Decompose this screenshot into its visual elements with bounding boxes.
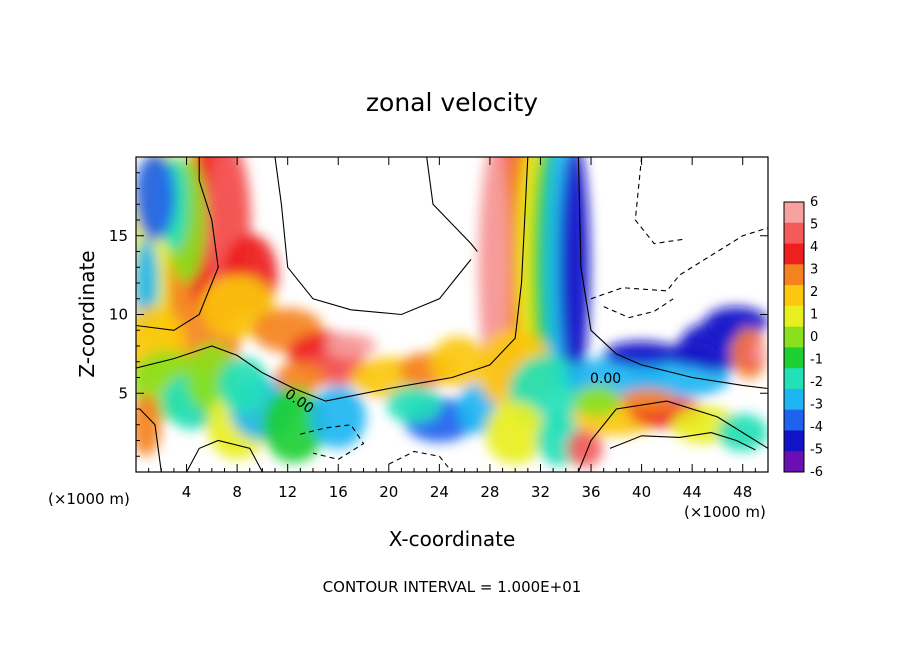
plot-area: [136, 157, 768, 472]
contour-line: [186, 439, 263, 472]
contour-lines: [136, 157, 768, 472]
colorbar-swatch: [784, 285, 804, 307]
y-axis-label: Z-coordinate: [75, 250, 99, 377]
x-tick-label: 12: [278, 483, 297, 501]
colorbar-label: 1: [810, 308, 818, 323]
contour-line: [136, 157, 219, 331]
field-cell: [484, 401, 546, 465]
y-tick-label: 5: [118, 384, 128, 402]
contour-interval-note: CONTOUR INTERVAL = 1.000E+01: [323, 578, 582, 596]
contour-line: [577, 157, 768, 390]
colorbar-swatch: [784, 326, 804, 348]
field-cell: [430, 336, 487, 387]
colorbar-label: -5: [810, 443, 823, 458]
field-cell: [386, 385, 442, 424]
x-tick-label: 24: [430, 483, 449, 501]
x-tick-label: 8: [232, 483, 242, 501]
contour-line: [426, 157, 478, 252]
colorbar-swatch: [784, 388, 804, 411]
colorbar-swatch: [784, 305, 804, 328]
contour-line: [577, 400, 768, 472]
colorbar-label: 5: [810, 218, 818, 233]
contour-line: [388, 450, 453, 472]
field-cell: [325, 333, 377, 359]
colorbar-label: 6: [810, 195, 818, 210]
x-tick-label: 48: [733, 483, 752, 501]
colorbar-swatch: [784, 451, 804, 473]
x-tick-label: 40: [632, 483, 651, 501]
contour-line: [603, 298, 674, 319]
colorbar-label: 4: [810, 240, 818, 255]
x-tick-label: 28: [480, 483, 499, 501]
colorbar-label: -2: [810, 375, 823, 390]
field-cell: [559, 157, 590, 394]
contour-label-zero-right: 0.00: [590, 371, 621, 387]
x-tick-label: 4: [182, 483, 192, 501]
x-tick-label: 44: [683, 483, 702, 501]
x-tick-label: 20: [379, 483, 398, 501]
contour-line: [609, 432, 756, 451]
field-cell: [603, 341, 680, 367]
field-cell: [620, 388, 676, 414]
colorbar-label: -1: [810, 353, 823, 368]
colorbar-label: -6: [810, 465, 823, 480]
field-cell: [218, 357, 269, 414]
y-tick-label: 15: [109, 227, 128, 245]
field-cell: [136, 238, 159, 328]
colorbar-swatch: [784, 243, 804, 265]
colorbar-swatch: [784, 347, 804, 369]
contour-line: [590, 227, 768, 300]
field-cell: [136, 393, 162, 457]
x-axis: 4 8 12 16 20 24 28 32 36 40 44 48: [148, 157, 756, 501]
velocity-field: [136, 157, 768, 468]
contour-line: [136, 157, 529, 402]
x-tick-label: 36: [581, 483, 600, 501]
contour-line: [634, 157, 686, 245]
x-unit-label-right: (×1000 m): [684, 503, 766, 521]
field-cell: [666, 341, 718, 367]
colorbar-label: 0: [810, 330, 818, 345]
colorbar-label: 3: [810, 263, 818, 278]
contour-line: [300, 424, 365, 460]
x-unit-label-left: (×1000 m): [48, 490, 130, 508]
colorbar-swatch: [784, 430, 804, 452]
colorbar-swatch: [784, 222, 804, 245]
colorbar-label: -4: [810, 420, 823, 435]
colorbar-swatch: [784, 368, 804, 390]
colorbar-swatch: [784, 202, 804, 224]
colorbar: 6 5 4 3 2 1 0 -1 -2 -3 -4 -5 -6: [783, 195, 823, 480]
x-tick-label: 16: [329, 483, 348, 501]
chart-title: zonal velocity: [366, 88, 538, 117]
colorbar-label: -3: [810, 398, 823, 413]
colorbar-frame: [783, 201, 805, 473]
field-cell: [136, 157, 176, 241]
y-axis: 5 10 15: [109, 172, 768, 457]
colorbar-swatch: [784, 409, 804, 431]
field-cell: [567, 429, 603, 468]
field-cell: [262, 386, 326, 463]
colorbar-swatch: [784, 264, 804, 286]
contour-line: [274, 157, 472, 316]
field-cell: [751, 342, 767, 362]
contour-line: [139, 408, 162, 472]
y-tick-label: 10: [109, 306, 128, 324]
colorbar-label: 2: [810, 285, 818, 300]
x-tick-label: 32: [531, 483, 550, 501]
x-axis-label: X-coordinate: [389, 527, 516, 551]
field-cell: [574, 385, 621, 417]
